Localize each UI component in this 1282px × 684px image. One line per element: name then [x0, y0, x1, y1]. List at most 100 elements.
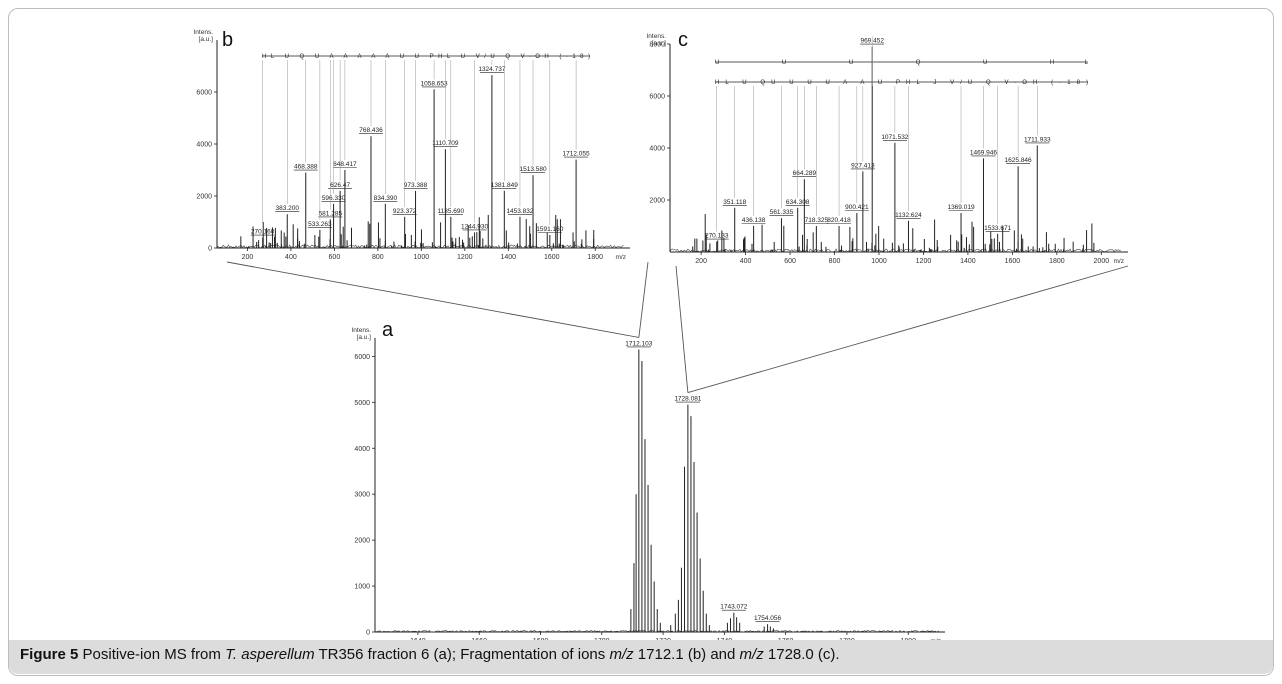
- x-tick-label: 1800: [1049, 258, 1065, 265]
- peak-label: 626.47: [330, 182, 350, 189]
- peak-label: 1533.671: [984, 225, 1011, 232]
- x-tick-label: 1600: [544, 254, 560, 261]
- peak-label: 634.308: [786, 199, 810, 206]
- caption-text: TR356 fraction 6 (a); Fragmentation of i…: [314, 646, 610, 663]
- peak-label: 1625.846: [1005, 157, 1032, 164]
- peak-label: 718.325: [805, 217, 829, 224]
- caption-mz: m/z: [739, 646, 764, 663]
- peak-label: 1110.709: [432, 140, 459, 147]
- peak-label: 768.436: [359, 127, 383, 134]
- x-tick-label: 1760: [778, 638, 794, 640]
- peak-label: 383.200: [276, 205, 300, 212]
- peak-label: 927.413: [851, 162, 875, 169]
- y-tick-label: 6000: [354, 354, 370, 361]
- x-tick-label: 1700: [594, 638, 610, 640]
- peak-label: 923.372: [393, 208, 417, 215]
- y-tick-label: 6000: [196, 90, 212, 97]
- x-tick-label: 200: [695, 258, 707, 265]
- peak-label: 1591.160: [536, 226, 563, 233]
- caption-text: Positive-ion MS from: [78, 646, 226, 663]
- peak-label: 436.138: [742, 217, 766, 224]
- x-tick-label: 1400: [500, 254, 516, 261]
- x-tick-label: 1800: [587, 254, 603, 261]
- panel-letter: c: [678, 29, 688, 51]
- x-tick-label: 1000: [871, 258, 887, 265]
- panel-letter: a: [382, 319, 394, 341]
- zoom-connector-b: [226, 261, 639, 338]
- x-tick-label: 1740: [717, 638, 733, 640]
- zoom-connector-c: [687, 265, 1129, 394]
- zoom-connector-b: [638, 261, 649, 338]
- x-tick-label: 1400: [960, 258, 976, 265]
- x-tick-label: 1660: [471, 638, 487, 640]
- caption-text: 1712.1 (b) and: [633, 646, 740, 663]
- peak-label: 1324.737: [478, 66, 505, 73]
- x-axis-unit: m/z: [616, 254, 626, 261]
- y-tick-label: 8000: [649, 42, 665, 49]
- x-tick-label: 400: [285, 254, 297, 261]
- peak-label: 1513.580: [519, 166, 546, 173]
- y-tick-label: 6000: [649, 94, 665, 101]
- y-axis-title: Intens.: [193, 29, 213, 36]
- y-tick-label: 2000: [649, 198, 665, 205]
- peak-label: 596.330: [322, 195, 346, 202]
- y-tick-label: 4000: [649, 146, 665, 153]
- x-tick-label: 2000: [1094, 258, 1110, 265]
- peak-label: 468.388: [294, 164, 318, 171]
- y-axis-title: [a.u.]: [357, 334, 372, 341]
- x-tick-label: 600: [784, 258, 796, 265]
- peak-label: 533.263: [308, 221, 332, 228]
- y-axis-title: Intens.: [646, 33, 666, 40]
- y-tick-label: 5000: [354, 400, 370, 407]
- x-tick-label: 1600: [1005, 258, 1021, 265]
- peak-label: 1712.055: [563, 151, 590, 158]
- x-tick-label: 1780: [839, 638, 855, 640]
- x-tick-label: 1200: [457, 254, 473, 261]
- x-tick-label: 1200: [916, 258, 932, 265]
- peak-label: 1058.653: [421, 80, 448, 87]
- peak-label: 1071.532: [881, 134, 908, 141]
- sequence-text: HL U Q U A A A A A U U PHL U V/U Q V-OH …: [262, 54, 590, 60]
- caption-label: Figure 5: [20, 646, 79, 663]
- peak-label: 1469.946: [970, 149, 997, 156]
- y-axis-title: [a.u.]: [199, 36, 214, 43]
- zoom-connector-c: [675, 265, 689, 393]
- ms-figure: aIntens.[a.u.]01000200030004000500060001…: [193, 29, 1129, 640]
- peak-label: 270.133: [705, 233, 729, 240]
- y-tick-label: 3000: [354, 492, 370, 499]
- peak-label: 1453.832: [506, 208, 533, 215]
- x-tick-label: 1720: [655, 638, 671, 640]
- peak-label: 1244.930: [461, 223, 488, 230]
- caption-species: T. asperellum: [225, 646, 315, 663]
- x-tick-label: 800: [829, 258, 841, 265]
- y-tick-label: 4000: [196, 142, 212, 149]
- y-tick-label: 4000: [354, 446, 370, 453]
- peak-label: 1369.019: [947, 204, 974, 211]
- x-tick-label: 1680: [533, 638, 549, 640]
- peak-label: 648.417: [333, 161, 357, 168]
- peak-label: 1135.690: [438, 208, 465, 215]
- figure-caption: Figure 5 Positive-ion MS from T. asperel…: [20, 646, 1260, 663]
- peak-label: 1381.849: [491, 182, 518, 189]
- peak-label: 581.285: [319, 210, 343, 217]
- caption-mz: m/z: [609, 646, 634, 663]
- y-tick-label: 0: [208, 246, 212, 253]
- x-tick-label: 400: [740, 258, 752, 265]
- peak-label: 561.335: [770, 209, 794, 216]
- x-tick-label: 600: [329, 254, 341, 261]
- sequence-text: U U U Q U HL: [715, 60, 1089, 66]
- x-tick-label: 1800: [900, 638, 916, 640]
- panel-b: b Intens.[a.u.] 0 2000 4000 6000 200 400 600 800 1…: [193, 29, 630, 261]
- caption-text: 1728.0 (c).: [763, 646, 840, 663]
- x-tick-label: 200: [242, 254, 254, 261]
- y-tick-label: 2000: [354, 538, 370, 545]
- peak-label: 1754.056: [754, 615, 781, 622]
- panel-a: a Intens.[a.u.] 0 1000 2000 3000 4000 5000 6000 1…: [351, 319, 945, 640]
- x-tick-label: 1640: [410, 638, 426, 640]
- peak-label: 1711.933: [1024, 136, 1051, 143]
- peak-label: 834.390: [374, 195, 398, 202]
- caption-bar: [9, 640, 1273, 674]
- peak-label: 351.118: [723, 199, 746, 206]
- x-axis-unit: m/z: [931, 638, 941, 640]
- peak-label: 1743.072: [720, 604, 747, 611]
